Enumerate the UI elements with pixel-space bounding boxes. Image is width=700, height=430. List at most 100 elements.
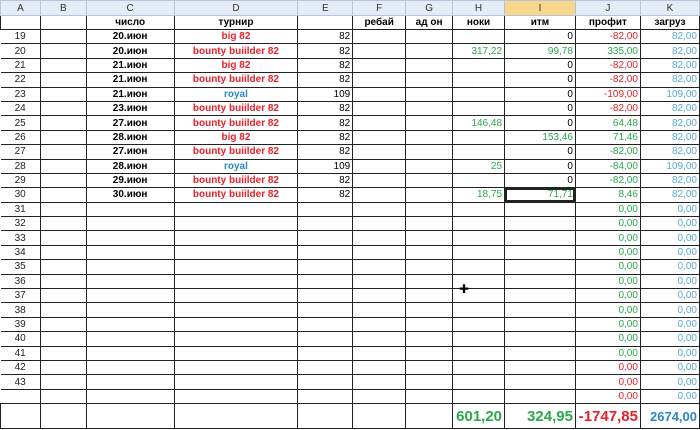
cell[interactable] bbox=[352, 345, 407, 361]
cell[interactable] bbox=[405, 115, 454, 131]
knockouts-cell[interactable] bbox=[452, 345, 506, 361]
cell[interactable] bbox=[352, 100, 407, 117]
itm-cell[interactable] bbox=[504, 388, 576, 405]
cell[interactable] bbox=[405, 259, 454, 275]
itm-cell[interactable] bbox=[504, 331, 576, 347]
cell[interactable] bbox=[405, 187, 454, 203]
cell[interactable] bbox=[39, 15, 87, 30]
total-itm[interactable]: 324,95 bbox=[504, 403, 576, 430]
cell[interactable] bbox=[405, 403, 454, 430]
date-cell[interactable] bbox=[85, 374, 175, 390]
cell[interactable] bbox=[352, 259, 407, 275]
tournament-cell[interactable] bbox=[173, 345, 299, 361]
tournament-cell[interactable]: big 82 bbox=[173, 129, 299, 146]
cell[interactable] bbox=[405, 144, 454, 160]
tournament-cell[interactable] bbox=[173, 244, 299, 261]
cell[interactable] bbox=[352, 158, 407, 174]
cell[interactable] bbox=[39, 216, 87, 232]
profit-cell[interactable]: 0,00 bbox=[574, 230, 641, 246]
date-cell[interactable]: 20.июн bbox=[85, 43, 175, 59]
cell[interactable] bbox=[39, 316, 87, 333]
cell[interactable] bbox=[405, 230, 454, 246]
profit-cell[interactable]: 0,00 bbox=[574, 273, 641, 290]
tournament-cell[interactable]: big 82 bbox=[173, 28, 299, 45]
date-cell[interactable]: 28.июн bbox=[85, 158, 175, 174]
knockouts-cell[interactable] bbox=[452, 172, 506, 189]
knockouts-cell[interactable]: 146,48 bbox=[452, 115, 506, 131]
cell[interactable] bbox=[405, 86, 454, 102]
profit-cell[interactable]: 0,00 bbox=[574, 244, 641, 261]
cell[interactable] bbox=[405, 57, 454, 74]
knockouts-cell[interactable]: 317,22 bbox=[452, 43, 506, 59]
load-cell[interactable]: 82,00 bbox=[639, 172, 700, 189]
load-cell[interactable]: 0,00 bbox=[639, 316, 700, 333]
buyin-cell[interactable] bbox=[297, 374, 354, 390]
itm-cell[interactable] bbox=[504, 273, 576, 290]
tournament-cell[interactable] bbox=[173, 316, 299, 333]
itm-cell[interactable] bbox=[504, 359, 576, 376]
cell[interactable] bbox=[297, 15, 354, 30]
profit-cell[interactable]: 0,00 bbox=[574, 331, 641, 347]
profit-cell[interactable]: -82,00 bbox=[574, 28, 641, 45]
itm-cell[interactable] bbox=[504, 201, 576, 218]
date-cell[interactable]: 21.июн bbox=[85, 72, 175, 88]
cell[interactable] bbox=[352, 302, 407, 318]
cell[interactable] bbox=[405, 28, 454, 45]
knockouts-cell[interactable] bbox=[452, 28, 506, 45]
tournament-cell[interactable] bbox=[173, 230, 299, 246]
cell[interactable] bbox=[405, 158, 454, 174]
buyin-cell[interactable]: 109 bbox=[297, 86, 354, 102]
column-header-G[interactable]: G bbox=[405, 0, 454, 16]
date-cell[interactable] bbox=[85, 302, 175, 318]
cell[interactable] bbox=[352, 72, 407, 88]
cell[interactable] bbox=[39, 259, 87, 275]
tournament-cell[interactable] bbox=[173, 259, 299, 275]
cell[interactable] bbox=[352, 28, 407, 45]
buyin-cell[interactable] bbox=[297, 331, 354, 347]
buyin-cell[interactable] bbox=[297, 273, 354, 290]
profit-cell[interactable]: 335,00 bbox=[574, 43, 641, 59]
header-tournament[interactable]: турнир bbox=[173, 15, 299, 30]
date-cell[interactable]: 21.июн bbox=[85, 86, 175, 102]
knockouts-cell[interactable] bbox=[452, 331, 506, 347]
cell[interactable] bbox=[0, 15, 41, 30]
cell[interactable] bbox=[405, 273, 454, 290]
load-cell[interactable]: 0,00 bbox=[639, 388, 700, 405]
cell[interactable] bbox=[352, 288, 407, 304]
tournament-cell[interactable] bbox=[173, 374, 299, 390]
cell[interactable] bbox=[352, 86, 407, 102]
buyin-cell[interactable]: 82 bbox=[297, 100, 354, 117]
tournament-cell[interactable] bbox=[173, 331, 299, 347]
tournament-cell[interactable] bbox=[173, 388, 299, 405]
profit-cell[interactable]: 0,00 bbox=[574, 316, 641, 333]
cell[interactable] bbox=[39, 359, 87, 376]
tournament-cell[interactable] bbox=[173, 201, 299, 218]
load-cell[interactable]: 82,00 bbox=[639, 57, 700, 74]
cell[interactable] bbox=[352, 216, 407, 232]
itm-cell[interactable] bbox=[504, 244, 576, 261]
cell[interactable] bbox=[39, 187, 87, 203]
date-cell[interactable] bbox=[85, 259, 175, 275]
load-cell[interactable]: 0,00 bbox=[639, 331, 700, 347]
buyin-cell[interactable] bbox=[297, 259, 354, 275]
tournament-cell[interactable]: royal bbox=[173, 86, 299, 102]
cell[interactable] bbox=[352, 43, 407, 59]
itm-cell[interactable]: 0 bbox=[504, 115, 576, 131]
load-cell[interactable]: 0,00 bbox=[639, 345, 700, 361]
knockouts-cell[interactable] bbox=[452, 388, 506, 405]
itm-cell[interactable]: 71,71 bbox=[504, 187, 576, 203]
cell[interactable] bbox=[352, 388, 407, 405]
tournament-cell[interactable]: bounty buiilder 82 bbox=[173, 43, 299, 59]
buyin-cell[interactable]: 82 bbox=[297, 187, 354, 203]
knockouts-cell[interactable] bbox=[452, 129, 506, 146]
cell[interactable] bbox=[39, 388, 87, 405]
buyin-cell[interactable]: 82 bbox=[297, 28, 354, 45]
cell[interactable] bbox=[405, 172, 454, 189]
cell[interactable] bbox=[405, 43, 454, 59]
cell[interactable] bbox=[39, 100, 87, 117]
cell[interactable] bbox=[39, 345, 87, 361]
tournament-cell[interactable]: bounty buiilder 82 bbox=[173, 72, 299, 88]
cell[interactable] bbox=[352, 316, 407, 333]
column-header-E[interactable]: E bbox=[297, 0, 354, 16]
cell[interactable] bbox=[352, 331, 407, 347]
